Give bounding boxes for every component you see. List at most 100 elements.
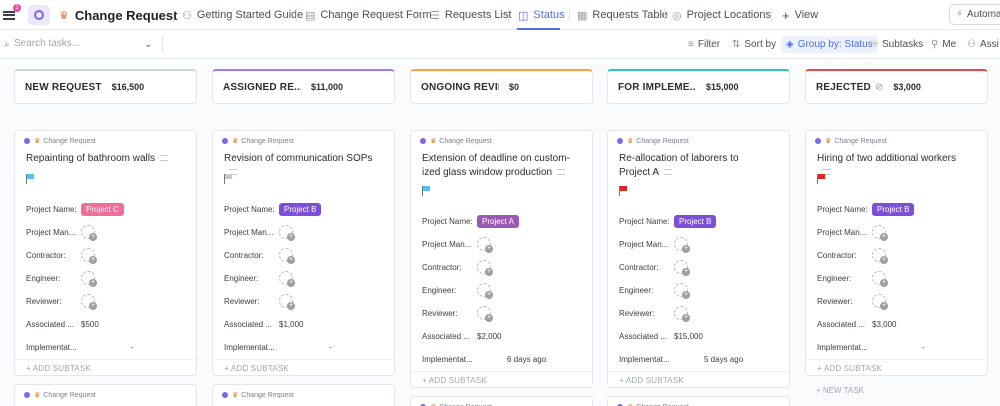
- card-title[interactable]: Extension of deadline on custom-ized gla…: [422, 152, 572, 180]
- add-view-button[interactable]: + View: [782, 0, 818, 30]
- add-assignee-icon[interactable]: [477, 237, 493, 253]
- project-tag[interactable]: Project B: [872, 202, 915, 216]
- column-header[interactable]: NEW REQUEST $16,500: [14, 69, 197, 104]
- priority-flag-icon[interactable]: [224, 174, 234, 184]
- assignee-button[interactable]: ⚇ Assi: [967, 30, 999, 59]
- priority-flag-icon[interactable]: [422, 186, 432, 196]
- priority-flag-icon[interactable]: [817, 174, 827, 184]
- column-header[interactable]: FOR IMPLEME... $15,000: [607, 69, 790, 104]
- card-title[interactable]: Hiring of two additional workers: [817, 152, 967, 180]
- task-card[interactable]: ♛ Change Request Extension of deadline o…: [410, 130, 593, 388]
- task-card[interactable]: ♛ Change Request: [212, 384, 395, 406]
- automate-button[interactable]: ⚡ Automa: [949, 4, 1000, 25]
- add-assignee-icon[interactable]: [674, 283, 690, 299]
- implementation-value[interactable]: -: [131, 342, 134, 352]
- add-assignee-icon[interactable]: [81, 294, 97, 310]
- associated-value[interactable]: $3,000: [872, 319, 897, 329]
- card-title[interactable]: Revision of communication SOPs: [224, 152, 374, 180]
- add-assignee-icon[interactable]: [674, 237, 690, 253]
- add-assignee-icon[interactable]: [872, 294, 888, 310]
- filter-button[interactable]: ≡ Filter: [688, 30, 720, 59]
- add-assignee-icon[interactable]: [279, 225, 295, 241]
- add-assignee-icon[interactable]: [81, 248, 97, 264]
- add-assignee-icon[interactable]: [674, 306, 690, 322]
- search-input[interactable]: [14, 38, 144, 49]
- column-header[interactable]: REJECTED ⊘ $3,000: [805, 69, 988, 104]
- subtasks-button[interactable]: ⑂ Subtasks: [872, 30, 923, 59]
- project-tag[interactable]: Project C: [81, 202, 124, 216]
- associated-value[interactable]: $2,000: [477, 331, 502, 341]
- column-assigned-reviewer: ASSIGNED RE... $11,000 ♛ Change Request …: [212, 60, 395, 406]
- task-card[interactable]: ♛ Change Request: [410, 396, 593, 406]
- add-assignee-icon[interactable]: [872, 248, 888, 264]
- card-breadcrumb[interactable]: ♛ Change Request: [420, 403, 492, 406]
- space-avatar[interactable]: [28, 0, 50, 30]
- tab-getting-started[interactable]: ⚇ Getting Started Guide: [182, 0, 303, 30]
- task-card[interactable]: ♛ Change Request Revision of communicati…: [212, 130, 395, 376]
- card-breadcrumb[interactable]: ♛ Change Request: [222, 137, 294, 145]
- tab-status[interactable]: ◫ Status: [518, 0, 565, 30]
- task-card[interactable]: ♛ Change Request Repainting of bathroom …: [14, 130, 197, 376]
- menu-button[interactable]: 1: [3, 0, 21, 30]
- implementation-value[interactable]: -: [329, 342, 332, 352]
- task-card[interactable]: ♛ Change Request: [607, 396, 790, 406]
- task-card[interactable]: ♛ Change Request Re-allocation of labore…: [607, 130, 790, 388]
- list-title[interactable]: ♛ Change Request: [59, 0, 177, 30]
- card-breadcrumb[interactable]: ♛ Change Request: [815, 137, 887, 145]
- sort-button[interactable]: ⇅ Sort by: [732, 30, 776, 59]
- add-assignee-icon[interactable]: [477, 283, 493, 299]
- card-breadcrumb[interactable]: ♛ Change Request: [617, 403, 689, 406]
- new-task-button[interactable]: + NEW TASK: [816, 386, 864, 395]
- implementation-value[interactable]: -: [922, 342, 925, 352]
- associated-value[interactable]: $500: [81, 319, 99, 329]
- task-card[interactable]: ♛ Change Request: [14, 384, 197, 406]
- card-breadcrumb[interactable]: ♛ Change Request: [617, 137, 689, 145]
- add-subtask-button[interactable]: + ADD SUBTASK: [26, 364, 91, 373]
- add-assignee-icon[interactable]: [872, 225, 888, 241]
- field-project-name: Project Name: Project A: [422, 214, 520, 228]
- add-assignee-icon[interactable]: [674, 260, 690, 276]
- board-icon: ◫: [518, 9, 529, 22]
- priority-flag-icon[interactable]: [619, 186, 629, 196]
- add-assignee-icon[interactable]: [279, 294, 295, 310]
- column-header[interactable]: ASSIGNED RE... $11,000: [212, 69, 395, 104]
- add-assignee-icon[interactable]: [279, 248, 295, 264]
- top-bar: 1 ♛ Change Request ⚇ Getting Started Guid…: [0, 0, 1000, 30]
- add-assignee-icon[interactable]: [477, 260, 493, 276]
- implementation-value[interactable]: 5 days ago: [704, 354, 744, 364]
- add-assignee-icon[interactable]: [81, 271, 97, 287]
- priority-flag-icon[interactable]: [26, 174, 36, 184]
- project-tag[interactable]: Project B: [279, 202, 322, 216]
- card-breadcrumb[interactable]: ♛ Change Request: [420, 137, 492, 145]
- card-breadcrumb[interactable]: ♛ Change Request: [222, 391, 294, 399]
- associated-value[interactable]: $1,000: [279, 319, 304, 329]
- add-subtask-button[interactable]: + ADD SUBTASK: [224, 364, 289, 373]
- card-breadcrumb[interactable]: ♛ Change Request: [24, 137, 96, 145]
- add-subtask-button[interactable]: + ADD SUBTASK: [619, 376, 684, 385]
- project-tag[interactable]: Project A: [477, 214, 520, 228]
- group-by-button[interactable]: ◈ Group by: Status: [781, 36, 878, 53]
- associated-value[interactable]: $15,000: [674, 331, 703, 341]
- tab-change-request-form[interactable]: ▤ Change Request Form: [305, 0, 432, 30]
- card-title-text: Extension of deadline on custom-ized gla…: [422, 153, 570, 178]
- project-tag[interactable]: Project B: [674, 214, 717, 228]
- add-subtask-button[interactable]: + ADD SUBTASK: [422, 376, 487, 385]
- card-title[interactable]: Repainting of bathroom walls: [26, 152, 176, 166]
- tab-requests-list[interactable]: ☰ Requests List: [430, 0, 512, 30]
- add-assignee-icon[interactable]: [872, 271, 888, 287]
- card-title[interactable]: Re-allocation of laborers to Project A: [619, 152, 769, 180]
- card-breadcrumb[interactable]: ♛ Change Request: [24, 391, 96, 399]
- column-header[interactable]: ONGOING REVIEW $0: [410, 69, 593, 104]
- tab-requests-table[interactable]: ▦ Requests Table: [577, 0, 668, 30]
- description-icon: [159, 155, 168, 162]
- add-subtask-button[interactable]: + ADD SUBTASK: [817, 364, 882, 373]
- implementation-value[interactable]: 6 days ago: [507, 354, 547, 364]
- field-label: Reviewer:: [224, 296, 260, 306]
- add-assignee-icon[interactable]: [477, 306, 493, 322]
- chevron-down-icon[interactable]: ⌄: [144, 39, 153, 50]
- me-button[interactable]: ⚲ Me: [931, 30, 956, 59]
- add-assignee-icon[interactable]: [279, 271, 295, 287]
- tab-project-locations[interactable]: ◎ Project Locations: [672, 0, 771, 30]
- task-card[interactable]: ♛ Change Request Hiring of two additiona…: [805, 130, 988, 376]
- add-assignee-icon[interactable]: [81, 225, 97, 241]
